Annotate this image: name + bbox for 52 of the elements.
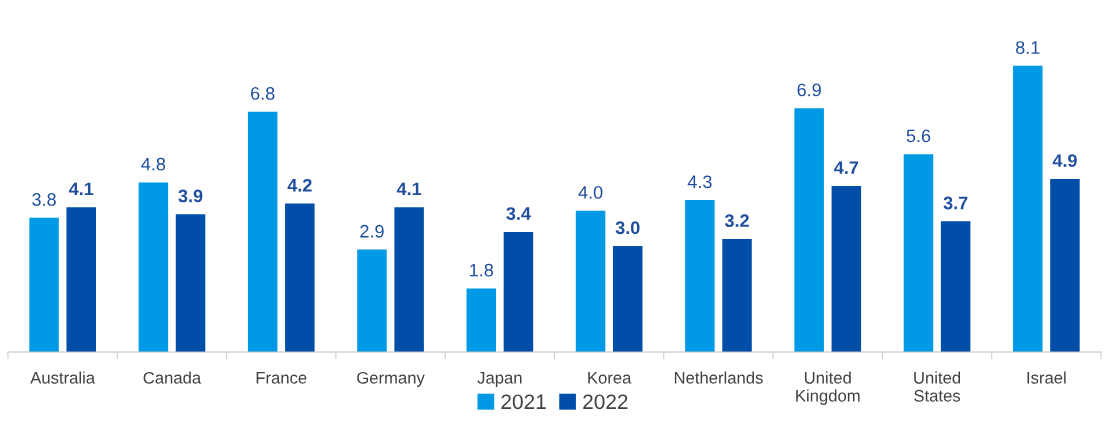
- bar: [1013, 65, 1043, 352]
- bar: [394, 207, 424, 352]
- bar: [575, 210, 606, 352]
- x-tick-label: France: [256, 372, 307, 384]
- x-tick-label: Netherlands: [674, 371, 763, 384]
- bar: [138, 182, 169, 352]
- data-label: 2.9: [360, 224, 384, 238]
- x-tick-label: United States: [914, 371, 961, 402]
- x-tick-label: Israel: [1027, 371, 1066, 384]
- bar: [794, 108, 824, 352]
- bar: [1050, 178, 1080, 352]
- bar: [903, 154, 934, 352]
- data-label: 3.0: [615, 221, 640, 235]
- data-label: 4.1: [68, 182, 94, 196]
- x-tick-label: Canada: [143, 371, 202, 384]
- data-label: 3.2: [724, 214, 749, 228]
- bar: [612, 246, 643, 352]
- bar: [503, 231, 534, 352]
- bar: [175, 214, 206, 352]
- bar: [940, 221, 971, 352]
- x-tick-label: Korea: [588, 372, 632, 384]
- data-label: 5.6: [906, 129, 931, 143]
- bar: [722, 238, 752, 352]
- data-label: 4.3: [687, 175, 712, 189]
- x-tick-label: Australia: [30, 371, 96, 384]
- data-label: 3.4: [506, 207, 531, 220]
- bar: [247, 111, 278, 352]
- bar: [685, 200, 715, 352]
- data-label: 4.9: [1052, 154, 1077, 167]
- bar: [357, 249, 387, 352]
- x-tick-label: Germany: [357, 371, 425, 387]
- data-label: 3.9: [178, 189, 203, 203]
- data-label: 4.8: [141, 157, 166, 171]
- bar: [831, 185, 862, 352]
- data-label: 3.7: [943, 196, 968, 210]
- data-label: 3.8: [32, 193, 56, 206]
- legend-label: 2022: [583, 394, 628, 410]
- data-label: 8.1: [1016, 41, 1040, 54]
- data-label: 4.2: [287, 178, 312, 192]
- legend-label: 2021: [501, 394, 546, 410]
- data-label: 4.0: [578, 185, 603, 199]
- data-label: 6.8: [251, 87, 275, 100]
- data-label: 4.1: [396, 182, 422, 196]
- data-label: 4.7: [834, 161, 859, 174]
- bar: [285, 203, 315, 352]
- data-label: 6.9: [797, 83, 821, 97]
- x-tick-label: United Kingdom: [796, 371, 860, 405]
- bar: [29, 217, 59, 352]
- bar: [66, 207, 96, 352]
- data-label: 1.8: [470, 263, 494, 277]
- x-tick-label: Japan: [477, 372, 522, 387]
- bar: [466, 288, 497, 352]
